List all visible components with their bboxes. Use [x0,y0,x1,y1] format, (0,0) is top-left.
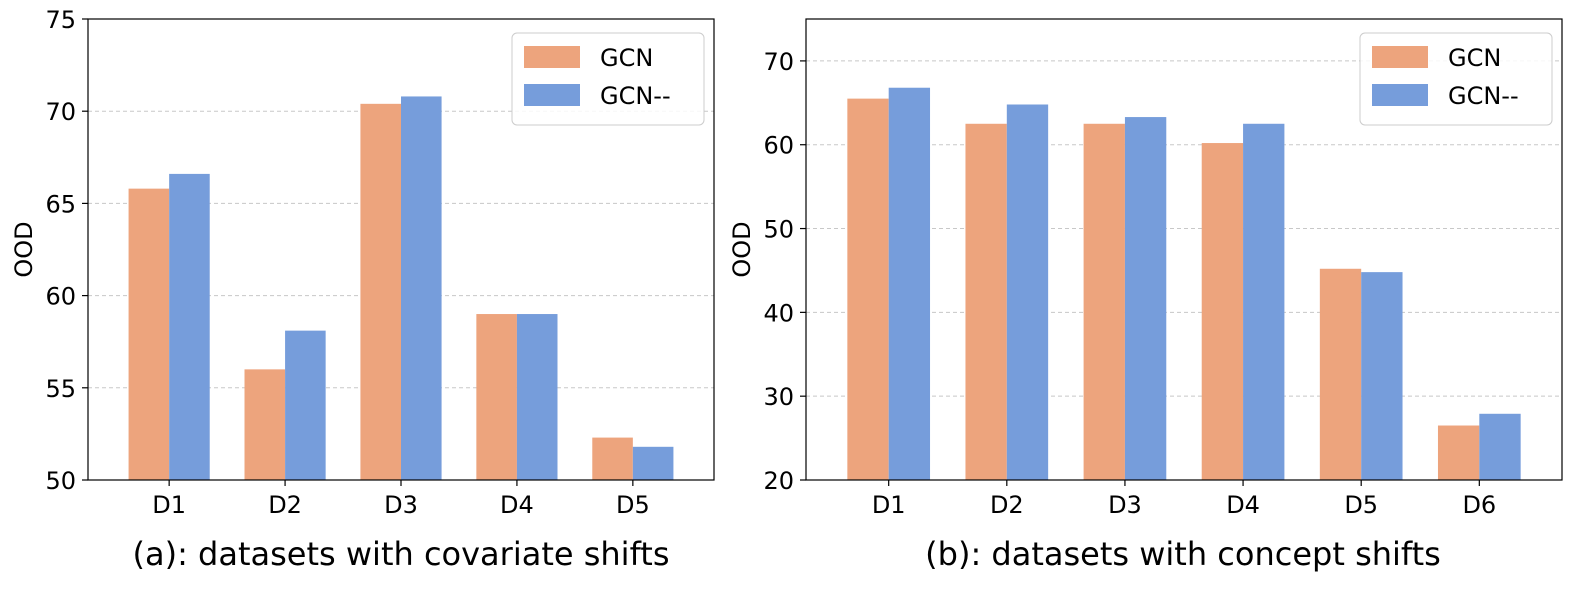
x-tick-label: D5 [1344,491,1378,519]
bar-gcn-minus-d1 [169,173,210,480]
y-tick-label: 65 [45,190,76,218]
bar-gcn-minus-d3 [401,96,442,480]
x-tick-label: D3 [1108,491,1142,519]
bar-gcn-d5 [592,437,633,480]
bar-gcn-d3 [1083,123,1125,480]
bar-gcn-minus-d5 [1361,272,1403,480]
bar-gcn-minus-d3 [1124,117,1167,481]
bar-gcn-minus-d2 [285,330,326,480]
bar-gcn-d1 [847,98,889,481]
legend: GCN GCN-- [511,32,705,126]
y-tick-label: 60 [763,132,794,160]
y-axis-label: OOD [728,221,756,277]
x-tick-label: D3 [384,491,418,519]
y-tick-label: 20 [763,467,794,495]
x-tick-label: D2 [268,491,302,519]
bar-gcn-d5 [1319,268,1362,480]
y-axis-label: OOD [10,221,38,277]
legend: GCN GCN-- [1359,32,1553,126]
y-tick-label: 50 [45,467,76,495]
bar-gcn-minus-d1 [888,87,931,481]
bar-gcn-d1 [128,188,170,480]
bar-gcn-d2 [965,123,1007,480]
bar-gcn-minus-d4 [1243,123,1285,480]
y-tick-label: 70 [763,48,794,76]
y-tick-label: 70 [45,98,76,126]
x-tick-label: D5 [616,491,650,519]
legend-entry: GCN-- [600,82,671,110]
y-tick-label: 55 [45,375,76,403]
bar-gcn-d4 [1201,143,1244,480]
bar-gcn-minus-d4 [516,314,558,480]
y-tick-label: 40 [763,299,794,327]
x-tick-label: D4 [500,491,534,519]
legend-swatch [1372,84,1428,106]
panel-b: 20 30 40 50 60 70 D1 D2 D3 D4 D5 D6 OOD (b): datasets… [728,18,1563,573]
bar-gcn-d6 [1437,425,1480,480]
x-tick-label: D4 [1226,491,1260,519]
legend-entry: GCN-- [1448,82,1519,110]
axes-frame [87,18,715,481]
panel-a: 50 55 60 65 70 75 D1 D2 D3 D4 D5 OOD (a): datasets w… [10,6,715,573]
bar-gcn-d4 [476,314,517,480]
bar-gcn-minus-d2 [1006,104,1049,481]
legend-swatch [524,84,580,106]
bar-gcn-minus-d6 [1479,413,1521,480]
legend-swatch [524,46,580,68]
axes-frame [805,18,1563,481]
bar-gcn-d2 [244,369,286,480]
y-tick-label: 30 [763,383,794,411]
legend-entry: GCN [1448,44,1501,72]
panel-caption: (a): datasets with covariate shifts [133,535,670,573]
x-tick-label: D1 [152,491,186,519]
legend-entry: GCN [600,44,653,72]
legend-swatch [1372,46,1428,68]
y-tick-label: 50 [763,216,794,244]
y-tick-label: 60 [45,283,76,311]
y-tick-label: 75 [45,6,76,34]
panel-caption: (b): datasets with concept shifts [925,535,1441,573]
bar-gcn-d3 [360,103,401,480]
bar-gcn-minus-d5 [632,446,674,480]
x-tick-label: D6 [1462,491,1496,519]
x-tick-label: D2 [990,491,1024,519]
x-tick-label: D1 [872,491,906,519]
